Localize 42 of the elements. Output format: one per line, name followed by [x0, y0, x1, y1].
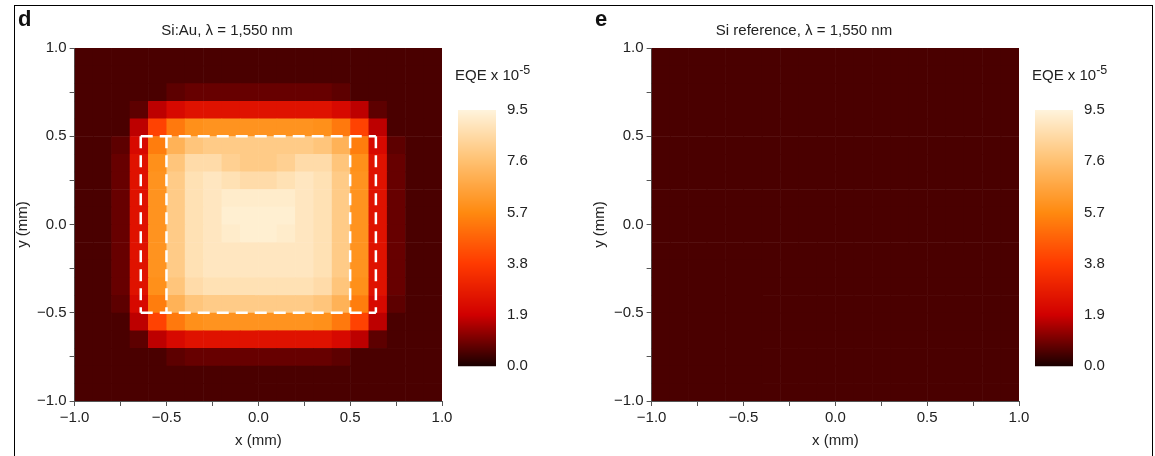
chart-title: Si:Au, λ = 1,550 nm [161, 21, 293, 39]
color-bar-label: 3.8 [1084, 253, 1105, 271]
y-tick-label: 1.0 [622, 38, 644, 56]
x-tick-label: 0.0 [824, 408, 846, 426]
color-bar-label: 5.7 [507, 202, 528, 220]
y-axis-title: y (mm) [590, 201, 608, 248]
x-tick-label: 1.0 [431, 408, 453, 426]
color-bar-label: 1.9 [1084, 304, 1105, 322]
color-bar-label: 0.0 [1084, 356, 1105, 374]
y-tick-label: 0.5 [45, 126, 67, 144]
y-axis-title: y (mm) [13, 201, 31, 248]
color-bar-label: 9.5 [507, 100, 528, 118]
y-tick-label: −1.0 [613, 391, 644, 409]
color-bar-label: 0.0 [507, 356, 528, 374]
y-tick-label: 0.0 [45, 214, 67, 232]
text: d [18, 6, 32, 32]
y-tick-label: −1.0 [36, 391, 67, 409]
color-bar-title: EQE x 10$^{-5}$ [455, 63, 531, 83]
x-tick-label: 0.5 [339, 408, 361, 426]
y-tick-label: −0.5 [36, 302, 67, 320]
x-tick-label: −0.5 [728, 408, 759, 426]
x-tick-label: −1.0 [636, 408, 667, 426]
x-axis-title: x (mm) [234, 431, 282, 449]
color-bar-label: 7.6 [507, 151, 528, 169]
color-bar-label: 7.6 [1084, 151, 1105, 169]
color-bar-label: 1.9 [507, 304, 528, 322]
color-bar-title: EQE x 10$^{-5}$ [1032, 63, 1108, 83]
chart-title: Si reference, λ = 1,550 nm [715, 21, 893, 39]
x-axis-title: x (mm) [811, 431, 859, 449]
y-tick-label: −0.5 [613, 302, 644, 320]
x-tick-label: 0.5 [916, 408, 938, 426]
x-tick-label: −0.5 [151, 408, 182, 426]
x-tick-label: 0.0 [247, 408, 269, 426]
color-bar-label: 9.5 [1084, 100, 1105, 118]
y-tick-label: 0.5 [622, 126, 644, 144]
x-tick-label: 1.0 [1008, 408, 1030, 426]
text: e [595, 6, 608, 32]
y-tick-label: 1.0 [45, 38, 67, 56]
color-bar-label: 5.7 [1084, 202, 1105, 220]
y-tick-label: 0.0 [622, 214, 644, 232]
color-bar-label: 3.8 [507, 253, 528, 271]
x-tick-label: −1.0 [59, 408, 90, 426]
